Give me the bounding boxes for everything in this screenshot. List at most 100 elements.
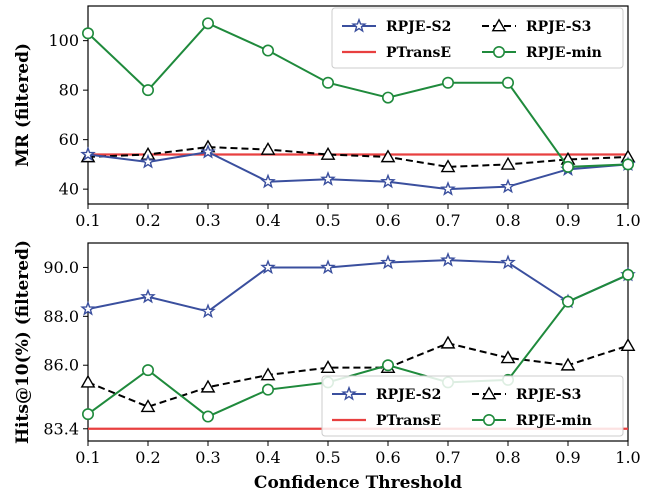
data-point-rpje-min <box>381 359 394 372</box>
legend-item-rpje-s2: RPJE-S2 <box>342 17 451 35</box>
data-point-rpje-s2 <box>320 259 336 275</box>
data-point-rpje-s3 <box>140 399 156 413</box>
data-point-rpje-s2 <box>320 171 336 186</box>
series-rpje-s3 <box>80 335 636 413</box>
data-point-rpje-s2 <box>140 153 156 169</box>
data-point-rpje-min <box>561 160 574 173</box>
data-point-rpje-s2 <box>200 303 216 319</box>
data-point-rpje-s2 <box>500 178 516 194</box>
x-axis-title: Confidence Threshold <box>254 473 462 493</box>
legend-item-rpje-s3: RPJE-S3 <box>472 386 581 403</box>
series-line-rpje-s3 <box>87 342 629 408</box>
x-tick-label: 0.3 <box>195 211 220 230</box>
x-tick-label: 0.7 <box>435 211 460 230</box>
data-point-rpje-s3 <box>200 379 216 393</box>
data-point-rpje-s3 <box>260 141 276 155</box>
series-line-rpje-min <box>87 273 629 418</box>
data-point-rpje-min <box>261 44 274 57</box>
legend-marker <box>491 18 507 32</box>
data-point-rpje-min <box>561 295 574 308</box>
legend: RPJE-S2 RPJE-S3 PTransE RPJE-min <box>331 7 624 69</box>
data-point-rpje-s2 <box>440 251 456 267</box>
y-axis-title: MR (filtered) <box>13 43 33 167</box>
mr-chart-panel: 0.1 0.2 0.3 0.4 0.5 0.6 0.7 0.8 0.9 1.0 40 60 80 100 M… <box>13 5 641 230</box>
data-point-rpje-s3 <box>440 159 456 173</box>
series-rpje-s2 <box>80 251 636 319</box>
legend-label: RPJE-min <box>526 45 602 61</box>
data-point-rpje-min <box>202 410 215 423</box>
plot-frame <box>87 5 629 205</box>
data-point-rpje-min <box>381 91 394 104</box>
data-point-rpje-s2 <box>200 143 216 159</box>
x-tick-label: 0.5 <box>315 448 340 467</box>
y-tick-label: 80 <box>59 81 79 100</box>
legend-item-rpje-min: RPJE-min <box>482 45 602 61</box>
legend-item-ptranse: PTransE <box>342 45 451 61</box>
data-point-rpje-s3 <box>500 350 516 364</box>
x-tick-label: 0.6 <box>375 448 400 467</box>
series-rpje-s2 <box>80 143 636 196</box>
data-point-rpje-s2 <box>380 173 396 189</box>
legend-marker <box>481 386 497 400</box>
data-point-rpje-s3 <box>320 360 336 374</box>
series-rpje-min <box>82 17 634 173</box>
y-tick-label: 88.0 <box>43 307 79 326</box>
legend-marker <box>351 17 367 33</box>
x-tick-label: 0.8 <box>495 448 520 467</box>
data-point-rpje-min <box>202 17 215 30</box>
legend-box <box>321 375 624 437</box>
series-line-rpje-s2 <box>87 259 629 313</box>
data-point-rpje-s2 <box>380 254 396 270</box>
legend-label: RPJE-S3 <box>526 19 591 35</box>
y-axis-title: Hits@10(%) (filtered) <box>13 240 33 444</box>
y-tick-label: 60 <box>59 130 79 149</box>
y-tick-label: 100 <box>48 31 79 50</box>
legend-item-rpje-s2: RPJE-S2 <box>332 385 441 403</box>
data-point-rpje-min <box>82 408 95 421</box>
data-point-rpje-s3 <box>440 335 456 349</box>
x-tick-label: 0.5 <box>315 211 340 230</box>
x-axis: 0.1 0.2 0.3 0.4 0.5 0.6 0.7 0.8 0.9 1.0 <box>75 204 641 230</box>
legend-marker <box>492 45 505 58</box>
y-tick-label: 83.4 <box>43 419 79 438</box>
legend-box <box>331 7 624 69</box>
legend-label: PTransE <box>376 413 441 429</box>
legend-item-rpje-s3: RPJE-S3 <box>482 18 591 35</box>
data-point-rpje-min <box>501 76 514 89</box>
x-axis: 0.1 0.2 0.3 0.4 0.5 0.6 0.7 0.8 0.9 1.0 <box>75 441 641 467</box>
y-axis: 40 60 80 100 <box>48 31 88 199</box>
data-point-rpje-s2 <box>440 180 456 196</box>
x-tick-label: 0.6 <box>375 211 400 230</box>
legend-item-ptranse: PTransE <box>332 413 441 429</box>
data-point-rpje-min <box>321 76 334 89</box>
x-tick-label: 1.0 <box>615 211 640 230</box>
data-point-rpje-s3 <box>380 149 396 163</box>
legend-label: RPJE-S2 <box>376 387 441 403</box>
y-tick-label: 90.0 <box>43 258 79 277</box>
data-point-rpje-min <box>142 84 155 97</box>
x-tick-label: 0.3 <box>195 448 220 467</box>
data-point-rpje-s2 <box>260 173 276 189</box>
x-tick-label: 0.7 <box>435 448 460 467</box>
data-point-rpje-min <box>441 76 454 89</box>
x-tick-label: 0.2 <box>135 448 160 467</box>
legend-marker <box>341 385 357 401</box>
legend-label: RPJE-min <box>516 413 592 429</box>
series-line-rpje-s2 <box>87 150 629 191</box>
y-tick-label: 86.0 <box>43 356 79 375</box>
x-tick-label: 1.0 <box>615 448 640 467</box>
legend-label: RPJE-S3 <box>516 387 581 403</box>
legend-label: RPJE-S2 <box>386 19 451 35</box>
x-tick-label: 0.2 <box>135 211 160 230</box>
legend-label: PTransE <box>386 45 451 61</box>
series-line-rpje-s3 <box>87 146 629 168</box>
data-point-rpje-min <box>142 364 155 377</box>
series-line-rpje-min <box>87 22 629 168</box>
legend-item-rpje-min: RPJE-min <box>472 413 592 429</box>
data-point-rpje-s2 <box>500 254 516 270</box>
x-tick-label: 0.8 <box>495 211 520 230</box>
legend-marker <box>482 413 495 426</box>
y-tick-label: 40 <box>59 180 79 199</box>
series-rpje-min <box>82 268 634 423</box>
